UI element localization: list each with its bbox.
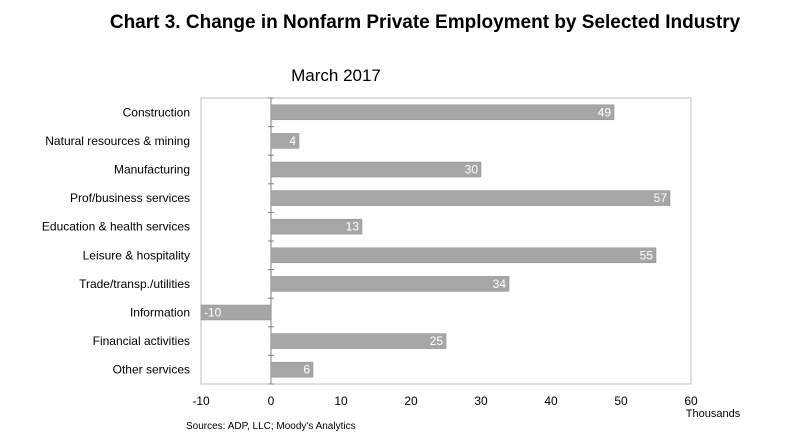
bar-9 xyxy=(270,361,314,378)
data-label-0: 49 xyxy=(598,105,612,119)
data-label-9: 6 xyxy=(303,363,310,377)
data-label-3: 57 xyxy=(654,191,668,205)
bar-8 xyxy=(270,333,447,349)
data-label-7: -10 xyxy=(204,306,222,320)
category-label-9: Other services xyxy=(113,363,190,377)
data-label-6: 34 xyxy=(493,277,507,291)
data-label-5: 55 xyxy=(640,248,654,262)
plot-area-frame xyxy=(200,97,692,385)
data-label-2: 30 xyxy=(465,163,479,177)
x-tick-label-5: 40 xyxy=(544,394,558,408)
bar-5 xyxy=(270,247,657,264)
x-tick-label-2: 10 xyxy=(334,394,348,408)
category-label-5: Leisure & hospitality xyxy=(83,248,190,262)
data-label-1: 4 xyxy=(289,134,296,148)
source-note: Sources: ADP, LLC; Moody's Analytics xyxy=(186,421,356,432)
x-axis-units-label: Thousands xyxy=(686,408,741,420)
category-label-2: Manufacturing xyxy=(114,163,190,177)
category-label-3: Prof/business services xyxy=(70,191,190,205)
x-tick-label-6: 50 xyxy=(614,394,628,408)
bar-1 xyxy=(270,133,300,149)
data-label-4: 13 xyxy=(346,220,360,234)
category-label-6: Trade/transp./utilities xyxy=(79,277,190,291)
category-label-0: Construction xyxy=(123,105,190,119)
x-tick-label-1: 0 xyxy=(268,394,275,408)
x-tick-label-0: -10 xyxy=(192,394,210,408)
bar-0 xyxy=(270,104,615,121)
chart-subtitle: March 2017 xyxy=(291,66,381,85)
category-label-7: Information xyxy=(130,306,190,320)
x-tick-label-4: 30 xyxy=(474,394,488,408)
data-label-8: 25 xyxy=(430,334,444,348)
category-label-1: Natural resources & mining xyxy=(45,134,190,148)
bar-7 xyxy=(200,304,272,321)
bar-3 xyxy=(270,190,671,206)
x-tick-label-7: 60 xyxy=(684,394,698,408)
bar-4 xyxy=(270,218,363,235)
bar-6 xyxy=(270,276,510,292)
category-label-8: Financial activities xyxy=(93,334,190,348)
x-tick-label-3: 20 xyxy=(404,394,418,408)
bar-2 xyxy=(270,161,482,178)
category-label-4: Education & health services xyxy=(42,220,190,234)
chart-title: Chart 3. Change in Nonfarm Private Emplo… xyxy=(109,12,741,33)
